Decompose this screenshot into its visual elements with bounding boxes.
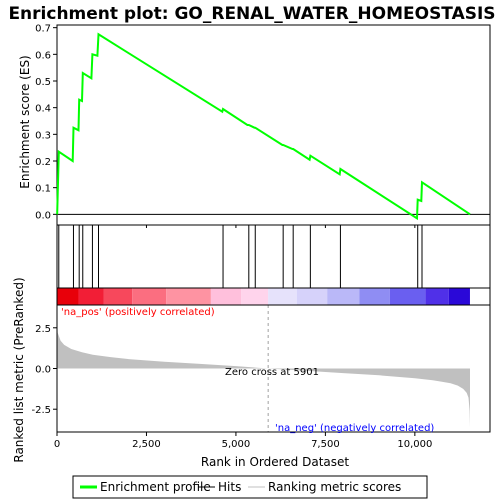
x-axis-label: Rank in Ordered Dataset (201, 455, 349, 469)
color-bar-segment (78, 288, 104, 305)
es-y-axis-label: Enrichment score (ES) (18, 55, 32, 188)
enrichment-profile-line (56, 32, 471, 221)
color-bar-segment (296, 288, 328, 305)
metric-y-tick-label: -2.5 (31, 405, 51, 416)
es-y-tick-label: 0.0 (35, 210, 51, 221)
ranking-metric-area (57, 319, 470, 428)
color-bar-segment (57, 288, 79, 305)
metric-y-tick-label: 2.5 (35, 324, 51, 335)
es-panel: 0.0 0.1 0.2 0.3 0.4 0.5 0.6 0.7 (35, 24, 491, 228)
color-bar-segment (132, 288, 167, 305)
legend-label: Enrichment profile (100, 480, 211, 494)
metric-x-tick-label: 2,500 (132, 439, 161, 450)
metric-y-axis-label: Ranked list metric (PreRanked) (12, 277, 26, 462)
metric-x-tick-label: 0 (54, 439, 60, 450)
es-plot-frame (56, 24, 491, 226)
color-bar-segment (103, 288, 133, 305)
es-y-tick-label: 0.7 (35, 24, 51, 35)
color-bar-segment (210, 288, 242, 305)
color-bar-segment (327, 288, 360, 305)
hits-frame (56, 224, 491, 289)
metric-panel: -2.5 0.0 2.5 0 2,500 5,000 7,500 10,000 'na_pos'… (31, 304, 491, 450)
color-bar-segment (425, 288, 449, 305)
color-bar-segment (448, 288, 470, 305)
color-bar-segment (268, 288, 297, 305)
pos-correlated-label: 'na_pos' (positively correlated) (61, 307, 215, 318)
metric-x-tick-label: 10,000 (397, 439, 432, 450)
legend-label: Ranking metric scores (268, 480, 401, 494)
rank-color-bar (56, 287, 491, 306)
metric-x-tick-label: 7,500 (311, 439, 340, 450)
metric-x-tick-label: 5,000 (222, 439, 251, 450)
es-y-tick-label: 0.5 (35, 77, 51, 88)
es-y-tick-label: 0.4 (35, 104, 51, 115)
es-y-tick-label: 0.6 (35, 50, 51, 61)
es-y-tick-label: 0.2 (35, 157, 51, 168)
color-bar-segment (389, 288, 426, 305)
chart-title: Enrichment plot: GO_RENAL_WATER_HOMEOSTA… (8, 4, 495, 24)
hits-panel (56, 224, 491, 289)
color-bar-segment (359, 288, 390, 305)
color-bar-segment (166, 288, 211, 305)
es-y-tick-label: 0.3 (35, 130, 51, 141)
neg-correlated-label: 'na_neg' (negatively correlated) (275, 423, 434, 434)
zero-cross-label: Zero cross at 5901 (225, 367, 319, 378)
legend-label: Hits (218, 480, 241, 494)
es-y-tick-label: 0.1 (35, 184, 51, 195)
color-bar-segment (241, 288, 269, 305)
legend: Enrichment profile Hits Ranking metric sco… (72, 475, 428, 499)
metric-y-tick-label: 0.0 (35, 365, 51, 376)
